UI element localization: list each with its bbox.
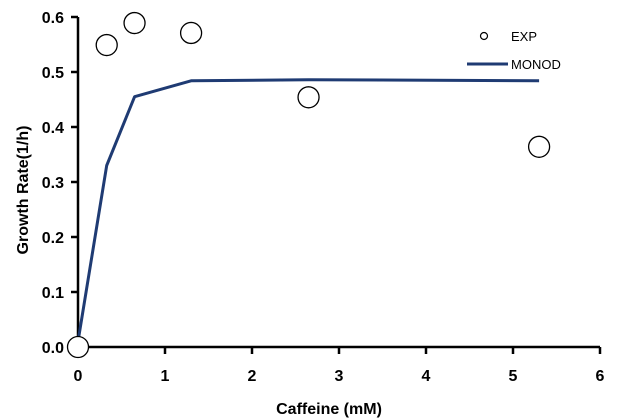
- monod-line: [76, 78, 540, 342]
- exp-data-point: [123, 11, 146, 35]
- y-axis-ticks: 0.0 0.1 0.2 0.3 0.4 0.5 0.6: [42, 10, 78, 357]
- legend-label: MONOD: [511, 57, 561, 72]
- exp-data-point: [179, 21, 203, 45]
- exp-data-point: [527, 135, 551, 158]
- y-tick-label: 0.3: [42, 175, 64, 192]
- exp-series-layer: [66, 11, 551, 359]
- y-tick-label: 0.2: [42, 230, 64, 247]
- x-tick-label: 5: [509, 368, 518, 385]
- exp-data-point: [95, 33, 118, 57]
- y-tick-label: 0.6: [42, 10, 64, 27]
- x-tick-label: 3: [335, 368, 344, 385]
- legend-exp-marker: [479, 31, 489, 41]
- x-tick-label: 2: [248, 368, 257, 385]
- y-tick-label: 0.0: [42, 340, 64, 357]
- x-axis-ticks: 0 1 2 3 4 5 6: [74, 347, 605, 385]
- x-tick-label: 0: [74, 368, 83, 385]
- x-axis-title: Caffeine (mM): [276, 401, 382, 418]
- exp-data-point: [66, 335, 90, 359]
- exp-data-point: [297, 86, 320, 109]
- legend-label: EXP: [511, 29, 537, 44]
- y-tick-label: 0.5: [42, 65, 64, 82]
- x-tick-label: 4: [422, 368, 431, 385]
- y-tick-label: 0.1: [42, 285, 64, 302]
- monod-series-layer: [76, 78, 540, 342]
- x-tick-label: 1: [161, 368, 170, 385]
- legend: EXP MONOD: [467, 29, 561, 72]
- x-tick-label: 6: [596, 368, 605, 385]
- y-tick-label: 0.4: [42, 120, 64, 137]
- y-axis-title: Growth Rate(1/h): [15, 126, 32, 255]
